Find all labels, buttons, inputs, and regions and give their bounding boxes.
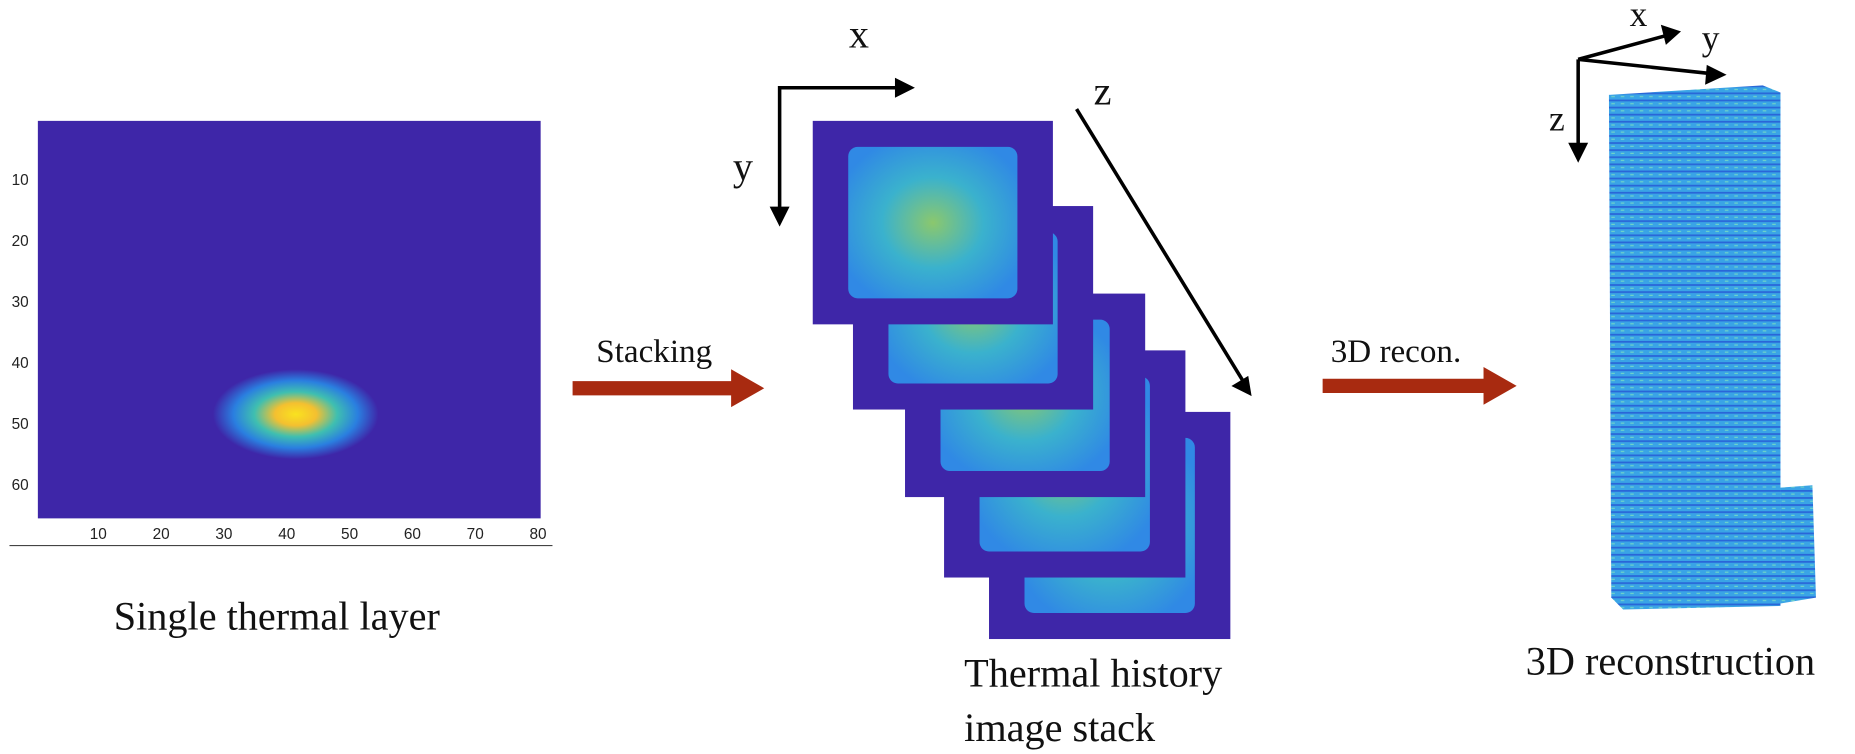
y-tick-label: 60: [12, 477, 29, 494]
reconstruction: [1609, 85, 1781, 609]
caption: Single thermal layer: [114, 594, 441, 639]
y-tick-label: 50: [12, 416, 29, 433]
caption: Thermal history: [964, 650, 1222, 695]
y-tick-label: 10: [12, 172, 29, 189]
x-tick-label: 20: [153, 526, 170, 543]
axis-label: z: [1549, 98, 1565, 138]
reconstruction-base: [1780, 485, 1815, 603]
x-tick-label: 30: [215, 526, 232, 543]
frame-content: [848, 147, 1017, 298]
hot-spot: [213, 369, 379, 459]
x-tick-label: 40: [278, 526, 295, 543]
caption: image stack: [964, 705, 1156, 750]
x-tick-label: 60: [404, 526, 421, 543]
diagram: 10 20 30 40 50 60 70 80 10 20 30 40 50 60 Single ther…: [0, 0, 1855, 754]
axis-label: x: [1630, 0, 1648, 34]
axis-label: y: [1702, 18, 1720, 58]
y-tick-label: 20: [12, 233, 29, 250]
x-tick-label: 50: [341, 526, 358, 543]
y-tick-label: 30: [12, 294, 29, 311]
axis-label: z: [1094, 68, 1112, 113]
arrow-label: Stacking: [596, 333, 712, 370]
arrow-label: 3D recon.: [1331, 333, 1462, 370]
axis-label: x: [849, 12, 869, 57]
process-arrow: [573, 369, 765, 407]
x-tick-label: 80: [529, 526, 546, 543]
caption: 3D reconstruction: [1526, 639, 1815, 684]
image-stack: [813, 121, 1231, 639]
x-tick-label: 10: [90, 526, 107, 543]
x-tick-label: 70: [467, 526, 484, 543]
process-arrow: [1323, 367, 1517, 405]
y-tick-label: 40: [12, 355, 29, 372]
axis-label: y: [733, 144, 753, 189]
